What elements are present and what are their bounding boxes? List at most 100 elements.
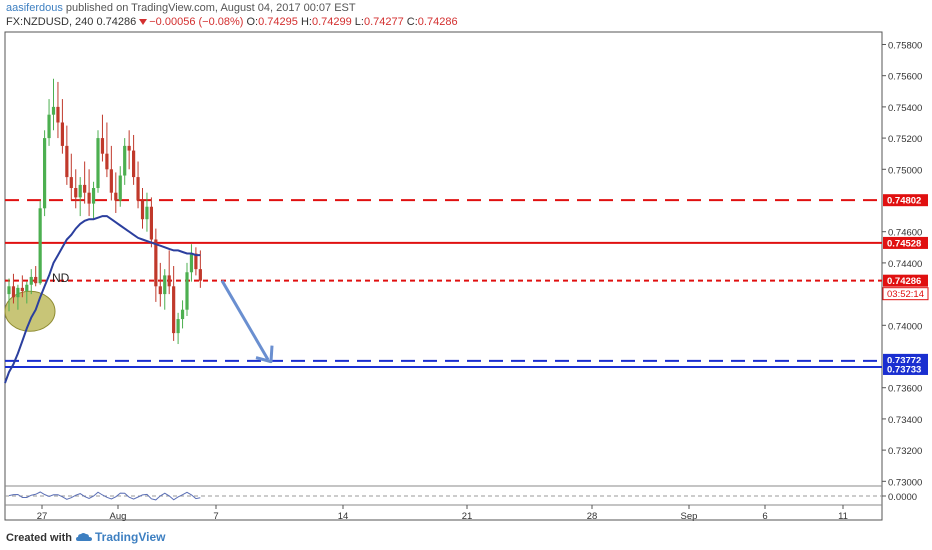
- time-tick-label: 14: [338, 511, 349, 522]
- candle-body: [47, 114, 51, 139]
- price-chart[interactable]: 0.75800 0.75600 0.75400 0.75200 0.75000 0.746…: [0, 0, 932, 526]
- candle-body: [38, 208, 42, 284]
- price-badge: [883, 362, 928, 375]
- close-value: 0.74286: [417, 16, 458, 28]
- arrow-shaft: [220, 279, 270, 361]
- time-tick-label: 27: [37, 511, 48, 522]
- author-link[interactable]: aasiferdous: [6, 2, 63, 14]
- open-label: O:: [246, 16, 259, 28]
- countdown-label: 03:52:14: [887, 289, 924, 300]
- candle-body: [127, 145, 131, 151]
- candle-body: [172, 286, 176, 334]
- candlesticks: [7, 78, 202, 345]
- highlight-ellipse: [4, 290, 56, 332]
- time-tick-label: Aug: [110, 511, 127, 522]
- high-value: 0.74299: [311, 16, 352, 28]
- nd-annotation: ND: [52, 271, 70, 285]
- candle-body: [20, 287, 24, 291]
- candle-body: [51, 106, 56, 115]
- chart-header: aasiferdous published on TradingView.com…: [0, 0, 932, 32]
- price-badge: [883, 236, 928, 249]
- time-tick-label: 11: [838, 511, 848, 522]
- price-tick-label: 0.73000: [888, 477, 922, 488]
- horizontal-levels: [5, 199, 882, 368]
- last-price: 0.74286: [96, 16, 137, 28]
- candle-body: [43, 138, 47, 209]
- candle-body: [74, 188, 78, 198]
- close-label: C:: [406, 16, 418, 28]
- candle-body: [145, 206, 149, 220]
- high-label: H:: [300, 16, 312, 28]
- candle-body: [185, 272, 189, 310]
- projection-arrow-icon: [220, 279, 274, 364]
- candle-body: [194, 253, 198, 270]
- candle-body: [78, 184, 82, 198]
- symbol-label[interactable]: FX:NZDUSD, 240: [6, 16, 94, 28]
- candle-body: [136, 177, 140, 201]
- candle-body: [25, 284, 29, 291]
- publish-text: published on TradingView.com, August 04,…: [62, 2, 356, 14]
- candle-body: [65, 145, 69, 178]
- footer: Created with TradingView: [0, 526, 932, 550]
- time-tick-label: 6: [762, 511, 767, 522]
- candle-body: [149, 206, 153, 240]
- open-value: 0.74295: [258, 16, 298, 28]
- price-tick-label: 0.75800: [888, 40, 922, 51]
- price-badge-label: 0.73733: [887, 364, 921, 375]
- oscillator-pane: 0.0000: [5, 491, 917, 503]
- publish-info: aasiferdous published on TradingView.com…: [6, 2, 356, 14]
- down-arrow-icon: [139, 19, 148, 26]
- brand-name: TradingView: [95, 530, 166, 544]
- candle-body: [100, 138, 105, 154]
- candle-body: [132, 150, 136, 178]
- candle-body: [87, 192, 91, 204]
- price-tick-label: 0.73200: [888, 446, 922, 457]
- candle-body: [158, 286, 162, 295]
- candle-body: [56, 106, 60, 123]
- price-tick-label: 0.75200: [888, 134, 922, 145]
- candle-body: [7, 286, 11, 295]
- low-label: L:: [354, 16, 364, 28]
- tradingview-cloud-icon: [76, 533, 92, 542]
- time-tick-label: Sep: [681, 511, 698, 522]
- candle-body: [189, 253, 194, 273]
- candle-body: [11, 286, 16, 298]
- price-tick-label: 0.74400: [888, 259, 922, 270]
- price-axis[interactable]: 0.75800 0.75600 0.75400 0.75200 0.75000 0.746…: [882, 40, 922, 488]
- price-badge-label: 0.74286: [887, 276, 921, 287]
- price-change: −0.00056 (−0.08%): [149, 16, 244, 28]
- time-tick-label: 21: [462, 511, 473, 522]
- price-tick-label: 0.75000: [888, 165, 922, 176]
- price-tick-label: 0.74000: [888, 321, 922, 332]
- price-badge-label: 0.74528: [887, 238, 921, 249]
- candle-body: [69, 177, 73, 189]
- candle-body: [34, 276, 38, 284]
- price-tick-label: 0.73400: [888, 415, 922, 426]
- tradingview-logo[interactable]: TradingView: [76, 530, 165, 544]
- time-tick-label: 28: [587, 511, 598, 522]
- candle-body: [96, 138, 100, 189]
- price-badge: [883, 353, 928, 366]
- symbol-info: FX:NZDUSD, 240 0.74286 −0.00056 (−0.08%) …: [6, 16, 458, 28]
- candle-body: [140, 200, 145, 220]
- candle-body: [198, 269, 202, 281]
- price-tick-label: 0.75400: [888, 103, 922, 114]
- candle-body: [109, 169, 113, 193]
- candle-body: [167, 275, 171, 287]
- price-badge: [883, 194, 928, 207]
- price-tick-label: 0.73600: [888, 384, 922, 395]
- time-axis[interactable]: 27 Aug 7 14 21 28 Sep 6 11: [37, 505, 848, 522]
- candle-body: [91, 188, 96, 204]
- candle-body: [176, 319, 180, 334]
- candle-body: [163, 275, 167, 295]
- candle-body: [29, 276, 33, 285]
- candle-body: [83, 184, 87, 193]
- arrow-head: [255, 345, 274, 364]
- price-tick-label: 0.75600: [888, 72, 922, 83]
- created-with-label: Created with: [6, 532, 73, 544]
- moving-average-line: [4, 215, 201, 384]
- low-value: 0.74277: [363, 16, 404, 28]
- price-tick-label: 0.74600: [888, 228, 922, 239]
- price-badge-label: 0.73772: [887, 355, 921, 366]
